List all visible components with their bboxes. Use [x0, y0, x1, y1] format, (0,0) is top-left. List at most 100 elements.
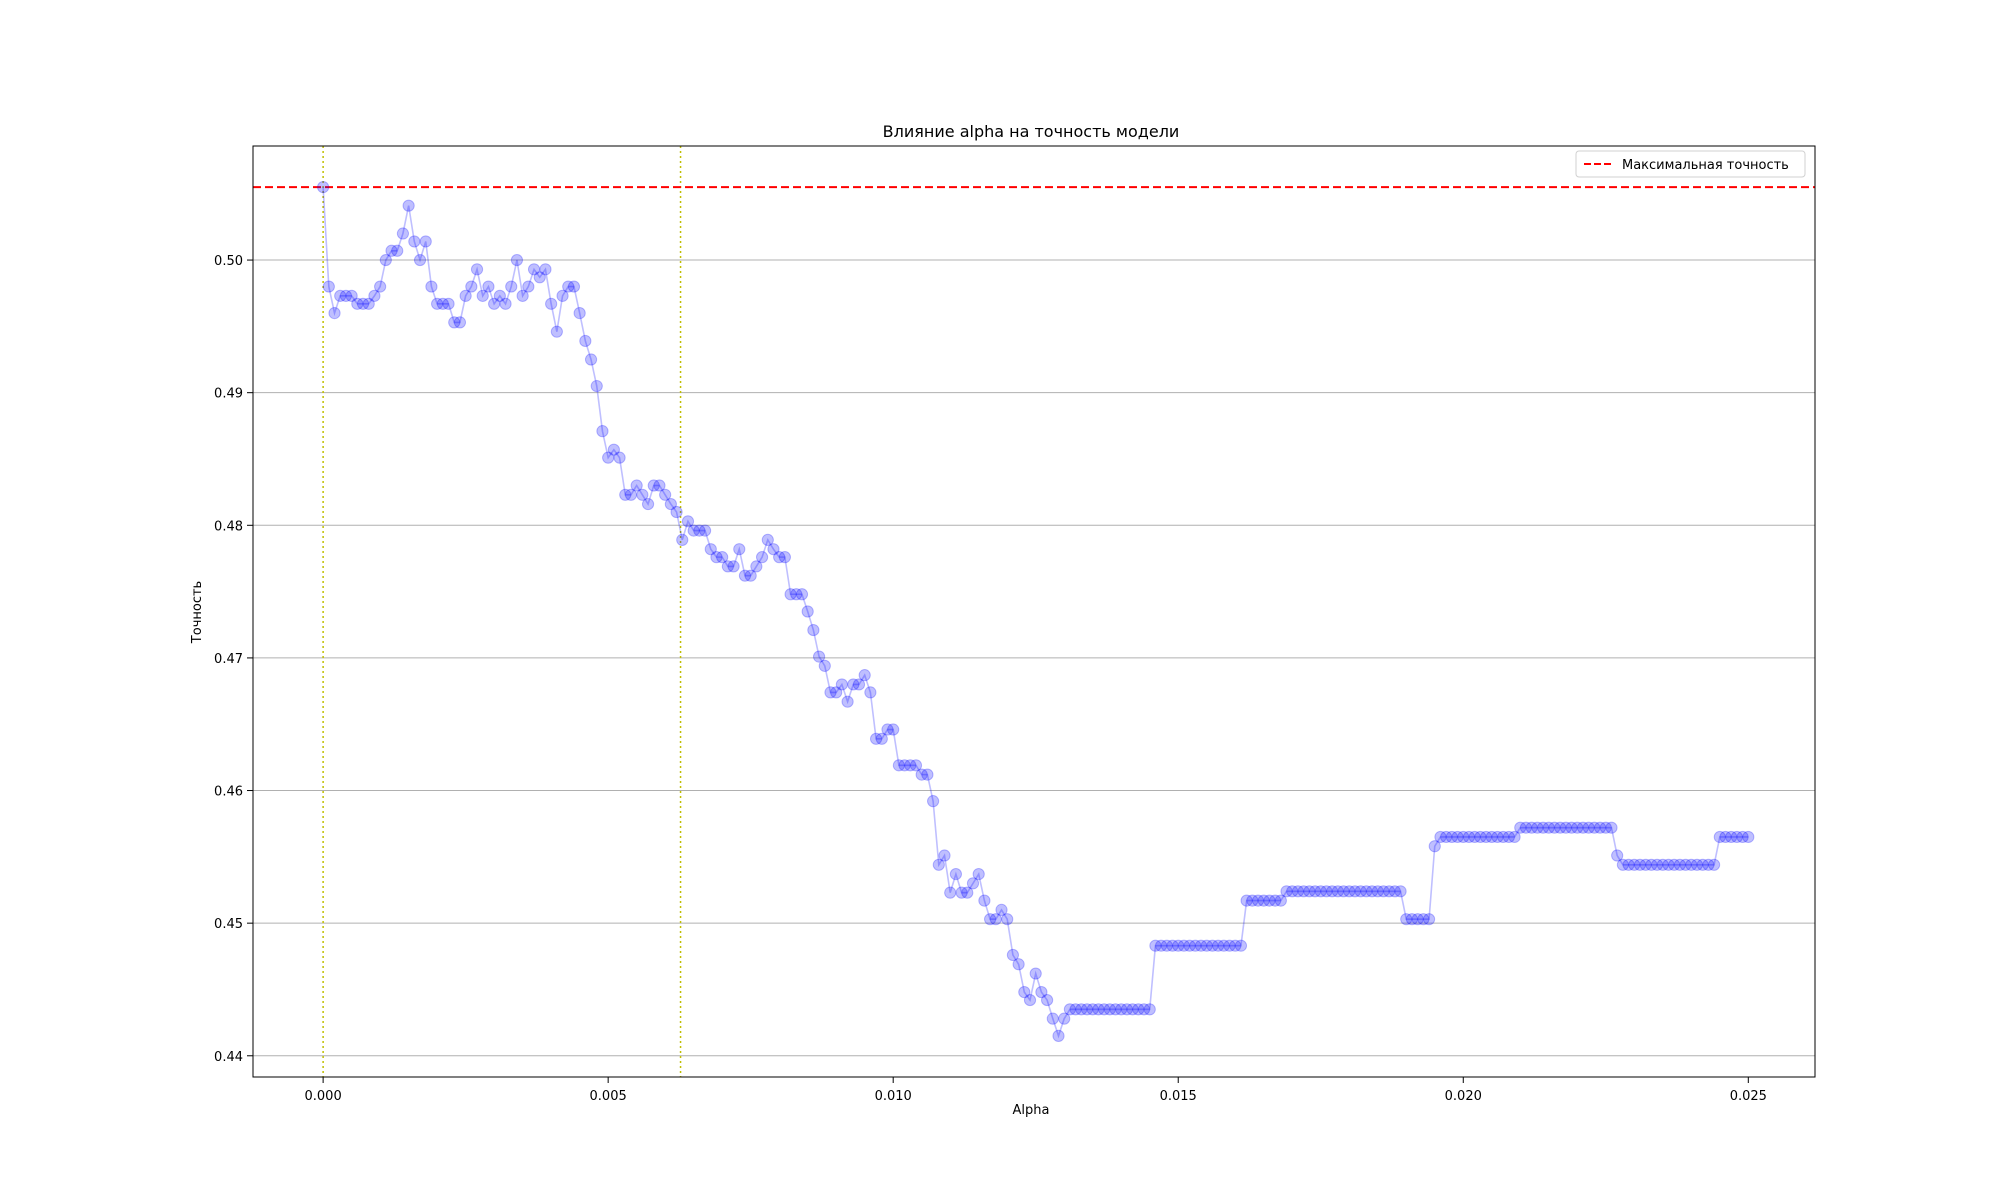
data-point	[436, 297, 449, 310]
series-line	[322, 187, 1749, 1039]
data-point	[1616, 858, 1629, 871]
data-point	[1411, 913, 1424, 926]
data-point	[835, 678, 848, 691]
data-point	[1365, 885, 1379, 898]
data-point	[1308, 885, 1322, 898]
data-point	[1531, 821, 1544, 834]
y-tick-label-1: 0.45	[214, 917, 243, 932]
data-point	[470, 263, 484, 276]
data-point	[550, 325, 563, 338]
data-point	[721, 560, 734, 573]
data-point	[904, 759, 917, 772]
data-point	[539, 263, 552, 276]
data-point	[921, 768, 934, 781]
data-point	[852, 678, 866, 691]
data-point	[824, 686, 837, 699]
data-point	[1451, 830, 1464, 844]
data-point	[778, 551, 791, 564]
data-point	[1371, 885, 1384, 898]
grid	[253, 259, 1815, 1057]
data-point	[1611, 849, 1624, 862]
data-point	[693, 524, 706, 537]
data-point	[1115, 1003, 1128, 1016]
data-point	[1155, 939, 1168, 952]
data-point	[812, 650, 826, 663]
data-point	[1246, 894, 1259, 907]
data-point	[727, 560, 740, 573]
legend-box	[1575, 150, 1806, 178]
data-point	[961, 886, 974, 899]
data-point	[1274, 894, 1287, 907]
data-point	[1559, 821, 1572, 834]
data-point	[1445, 830, 1458, 844]
data-point	[1006, 948, 1020, 962]
data-point	[1046, 1012, 1059, 1025]
data-point	[801, 605, 814, 618]
data-point	[875, 732, 888, 745]
data-point	[698, 524, 712, 537]
legend-label-max-accuracy: Максимальная точность	[1622, 158, 1789, 173]
legend: Максимальная точность	[1575, 150, 1806, 178]
plot-area-frame	[252, 145, 1816, 1078]
data-point	[425, 280, 438, 293]
data-point	[1251, 894, 1265, 907]
data-point	[328, 307, 341, 320]
data-point	[1400, 913, 1413, 926]
data-point	[1730, 830, 1744, 844]
data-point	[858, 669, 871, 682]
data-point	[374, 280, 387, 293]
data-point	[448, 316, 461, 329]
data-point	[1702, 858, 1715, 871]
data-point	[750, 560, 763, 573]
chart-title: Влияние alpha на точность модели	[883, 122, 1180, 141]
data-point	[869, 732, 883, 745]
data-point	[1075, 1003, 1088, 1016]
x-tick-label-1: 0.005	[590, 1089, 627, 1104]
data-point	[704, 543, 717, 556]
data-point	[476, 289, 489, 302]
data-point	[864, 686, 877, 699]
data-point	[1314, 885, 1327, 898]
data-point	[499, 297, 512, 310]
data-point	[334, 289, 347, 302]
data-point	[1172, 939, 1185, 952]
data-point	[1508, 830, 1521, 844]
data-point	[1497, 830, 1510, 844]
data-point	[1394, 885, 1407, 898]
data-point	[1269, 894, 1282, 907]
data-point	[636, 488, 649, 501]
data-point	[744, 569, 757, 582]
data-point	[989, 913, 1002, 926]
data-point	[1633, 858, 1647, 871]
data-point	[1588, 821, 1601, 834]
data-point	[966, 877, 980, 890]
y-axis-label: Точность	[190, 581, 205, 644]
x-tick-label-5: 0.025	[1730, 1089, 1767, 1104]
data-point	[624, 488, 638, 501]
data-point	[1405, 913, 1419, 926]
data-point	[1417, 913, 1430, 926]
data-point	[630, 479, 643, 492]
data-point	[493, 289, 506, 302]
data-point	[795, 588, 809, 601]
data-point	[562, 280, 575, 293]
data-point	[1194, 939, 1208, 952]
data-point	[1348, 885, 1362, 898]
data-point	[356, 297, 370, 310]
data-point	[784, 588, 797, 601]
data-point	[1223, 939, 1236, 952]
vertical-reference-lines	[322, 146, 682, 1077]
data-point	[567, 280, 581, 293]
data-point	[1582, 821, 1595, 834]
data-point	[932, 858, 945, 871]
data-point	[1519, 821, 1533, 834]
data-point	[385, 244, 398, 257]
data-point	[1434, 830, 1447, 844]
data-point	[949, 867, 963, 881]
y-tick-label-6: 0.50	[214, 254, 243, 269]
data-point	[664, 497, 677, 511]
data-point	[391, 244, 404, 257]
data-point	[1291, 885, 1305, 898]
